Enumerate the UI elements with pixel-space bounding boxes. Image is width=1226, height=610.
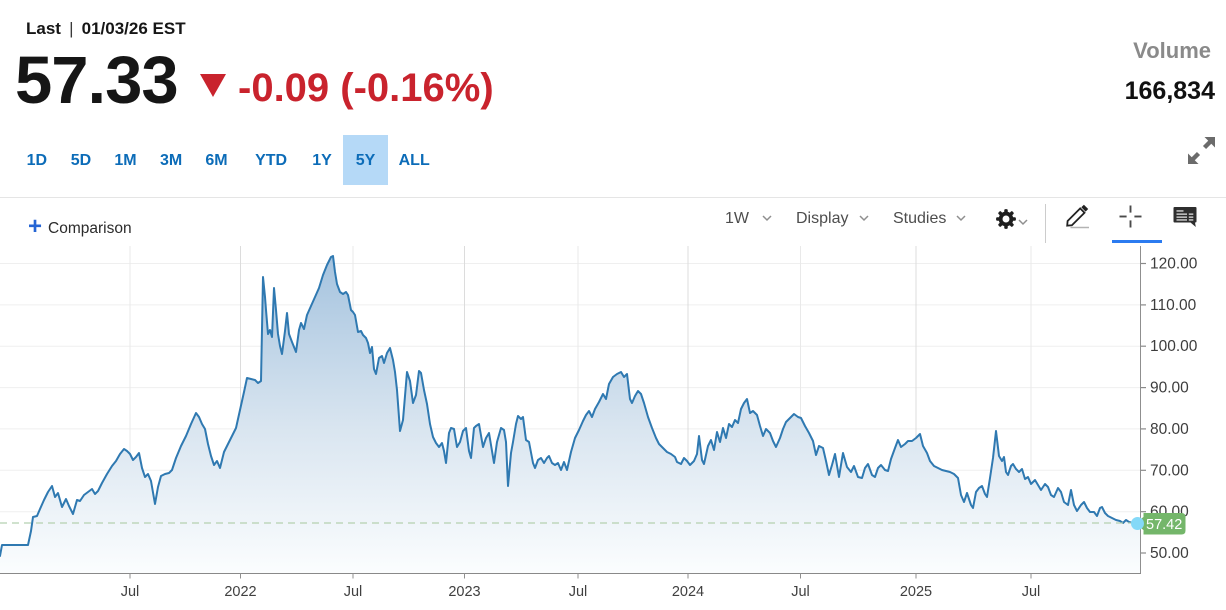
svg-text:100.00: 100.00 <box>1150 338 1198 355</box>
svg-text:Jul: Jul <box>121 584 140 600</box>
svg-text:80.00: 80.00 <box>1150 421 1189 438</box>
svg-text:Jul: Jul <box>1022 584 1041 600</box>
svg-text:2022: 2022 <box>224 584 256 600</box>
svg-text:2025: 2025 <box>900 584 932 600</box>
svg-text:50.00: 50.00 <box>1150 545 1189 562</box>
svg-text:2023: 2023 <box>448 584 480 600</box>
svg-text:120.00: 120.00 <box>1150 256 1198 273</box>
svg-text:110.00: 110.00 <box>1150 297 1197 314</box>
svg-text:Jul: Jul <box>791 584 810 600</box>
svg-text:70.00: 70.00 <box>1150 462 1189 479</box>
svg-text:90.00: 90.00 <box>1150 380 1189 397</box>
svg-text:Jul: Jul <box>569 584 588 600</box>
svg-text:Jul: Jul <box>344 584 363 600</box>
svg-text:2024: 2024 <box>672 584 704 600</box>
svg-text:57.42: 57.42 <box>1146 517 1182 533</box>
